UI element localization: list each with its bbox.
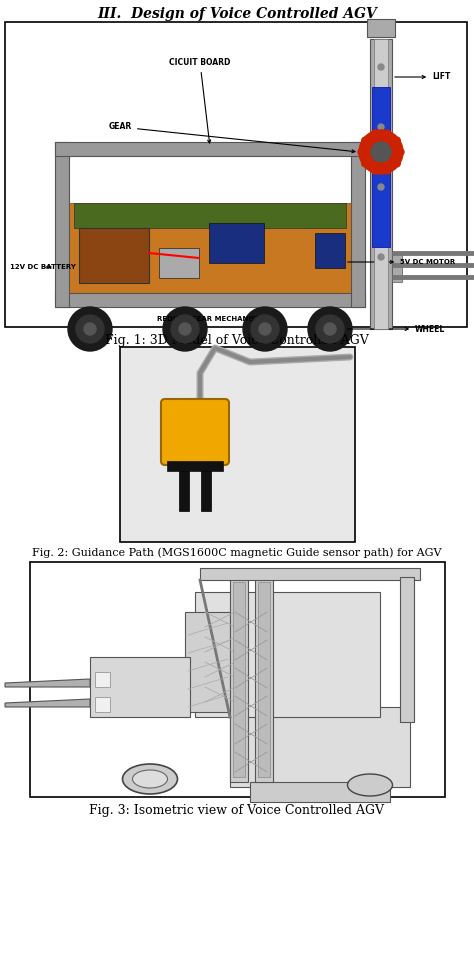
Text: 12V DC BATTERY: 12V DC BATTERY	[10, 264, 76, 270]
Circle shape	[179, 323, 191, 335]
Text: REDUCE GEAR MECHANISM: REDUCE GEAR MECHANISM	[157, 316, 263, 322]
Circle shape	[68, 307, 112, 351]
Text: WHEEL: WHEEL	[348, 325, 445, 333]
Bar	[209, 223, 264, 263]
Text: FORK: FORK	[0, 971, 1, 972]
Text: GEAR: GEAR	[109, 122, 355, 153]
Bar	[179, 471, 189, 511]
Text: LIFT: LIFT	[395, 73, 450, 82]
Circle shape	[308, 307, 352, 351]
Circle shape	[171, 315, 199, 343]
Bar	[201, 471, 211, 511]
Bar	[374, 39, 388, 329]
Bar	[230, 577, 248, 782]
Circle shape	[362, 137, 368, 143]
Bar	[392, 252, 402, 282]
Bar	[55, 142, 365, 156]
Circle shape	[372, 168, 378, 174]
Bar	[315, 233, 345, 268]
Bar	[95, 672, 110, 687]
Text: Fig. 1: 3D Model of Voice Controlled AGV: Fig. 1: 3D Model of Voice Controlled AGV	[105, 334, 369, 347]
Circle shape	[371, 142, 391, 162]
Bar	[200, 568, 420, 580]
Bar	[120, 347, 355, 542]
Bar	[90, 657, 190, 717]
Circle shape	[76, 315, 104, 343]
Text: 5V DC MOTOR: 5V DC MOTOR	[348, 259, 455, 265]
Circle shape	[163, 307, 207, 351]
Bar	[5, 22, 467, 327]
Bar	[372, 87, 390, 247]
Bar	[74, 203, 346, 228]
Bar	[55, 293, 365, 307]
FancyBboxPatch shape	[161, 399, 229, 465]
Bar	[79, 228, 149, 283]
Text: Fig. 2: Guidance Path (MGS1600C magnetic Guide sensor path) for AGV: Fig. 2: Guidance Path (MGS1600C magnetic…	[32, 547, 442, 558]
Ellipse shape	[122, 764, 177, 794]
Circle shape	[243, 307, 287, 351]
Circle shape	[384, 168, 390, 174]
Bar	[69, 203, 351, 293]
Bar	[30, 562, 445, 797]
Polygon shape	[5, 679, 90, 687]
Circle shape	[358, 149, 364, 155]
Circle shape	[251, 315, 279, 343]
Bar	[195, 592, 380, 717]
Circle shape	[372, 130, 378, 136]
Circle shape	[378, 254, 384, 260]
Bar	[230, 707, 410, 787]
Ellipse shape	[347, 774, 392, 796]
Bar	[250, 782, 390, 802]
Circle shape	[362, 160, 368, 167]
Circle shape	[394, 160, 400, 167]
Text: CICUIT BOARD: CICUIT BOARD	[169, 58, 231, 143]
Bar	[258, 582, 270, 777]
Circle shape	[324, 323, 336, 335]
Circle shape	[378, 64, 384, 70]
Bar	[255, 577, 273, 782]
Circle shape	[394, 137, 400, 143]
Circle shape	[378, 124, 384, 130]
Bar	[367, 19, 395, 37]
Circle shape	[359, 130, 403, 174]
Bar	[167, 461, 223, 471]
Bar	[351, 142, 365, 307]
Bar	[233, 582, 245, 777]
Bar	[95, 697, 110, 712]
Bar	[55, 142, 69, 307]
Circle shape	[384, 130, 390, 136]
Circle shape	[398, 149, 404, 155]
Text: Fig. 3: Isometric view of Voice Controlled AGV: Fig. 3: Isometric view of Voice Controll…	[90, 804, 384, 817]
Bar	[370, 39, 392, 329]
Circle shape	[316, 315, 344, 343]
Bar	[185, 612, 230, 712]
Polygon shape	[5, 699, 90, 707]
Ellipse shape	[133, 770, 167, 788]
Circle shape	[84, 323, 96, 335]
Bar	[159, 248, 199, 278]
Bar	[400, 577, 414, 722]
Circle shape	[378, 184, 384, 190]
Text: III.  Design of Voice Controlled AGV: III. Design of Voice Controlled AGV	[97, 7, 377, 21]
Circle shape	[259, 323, 271, 335]
